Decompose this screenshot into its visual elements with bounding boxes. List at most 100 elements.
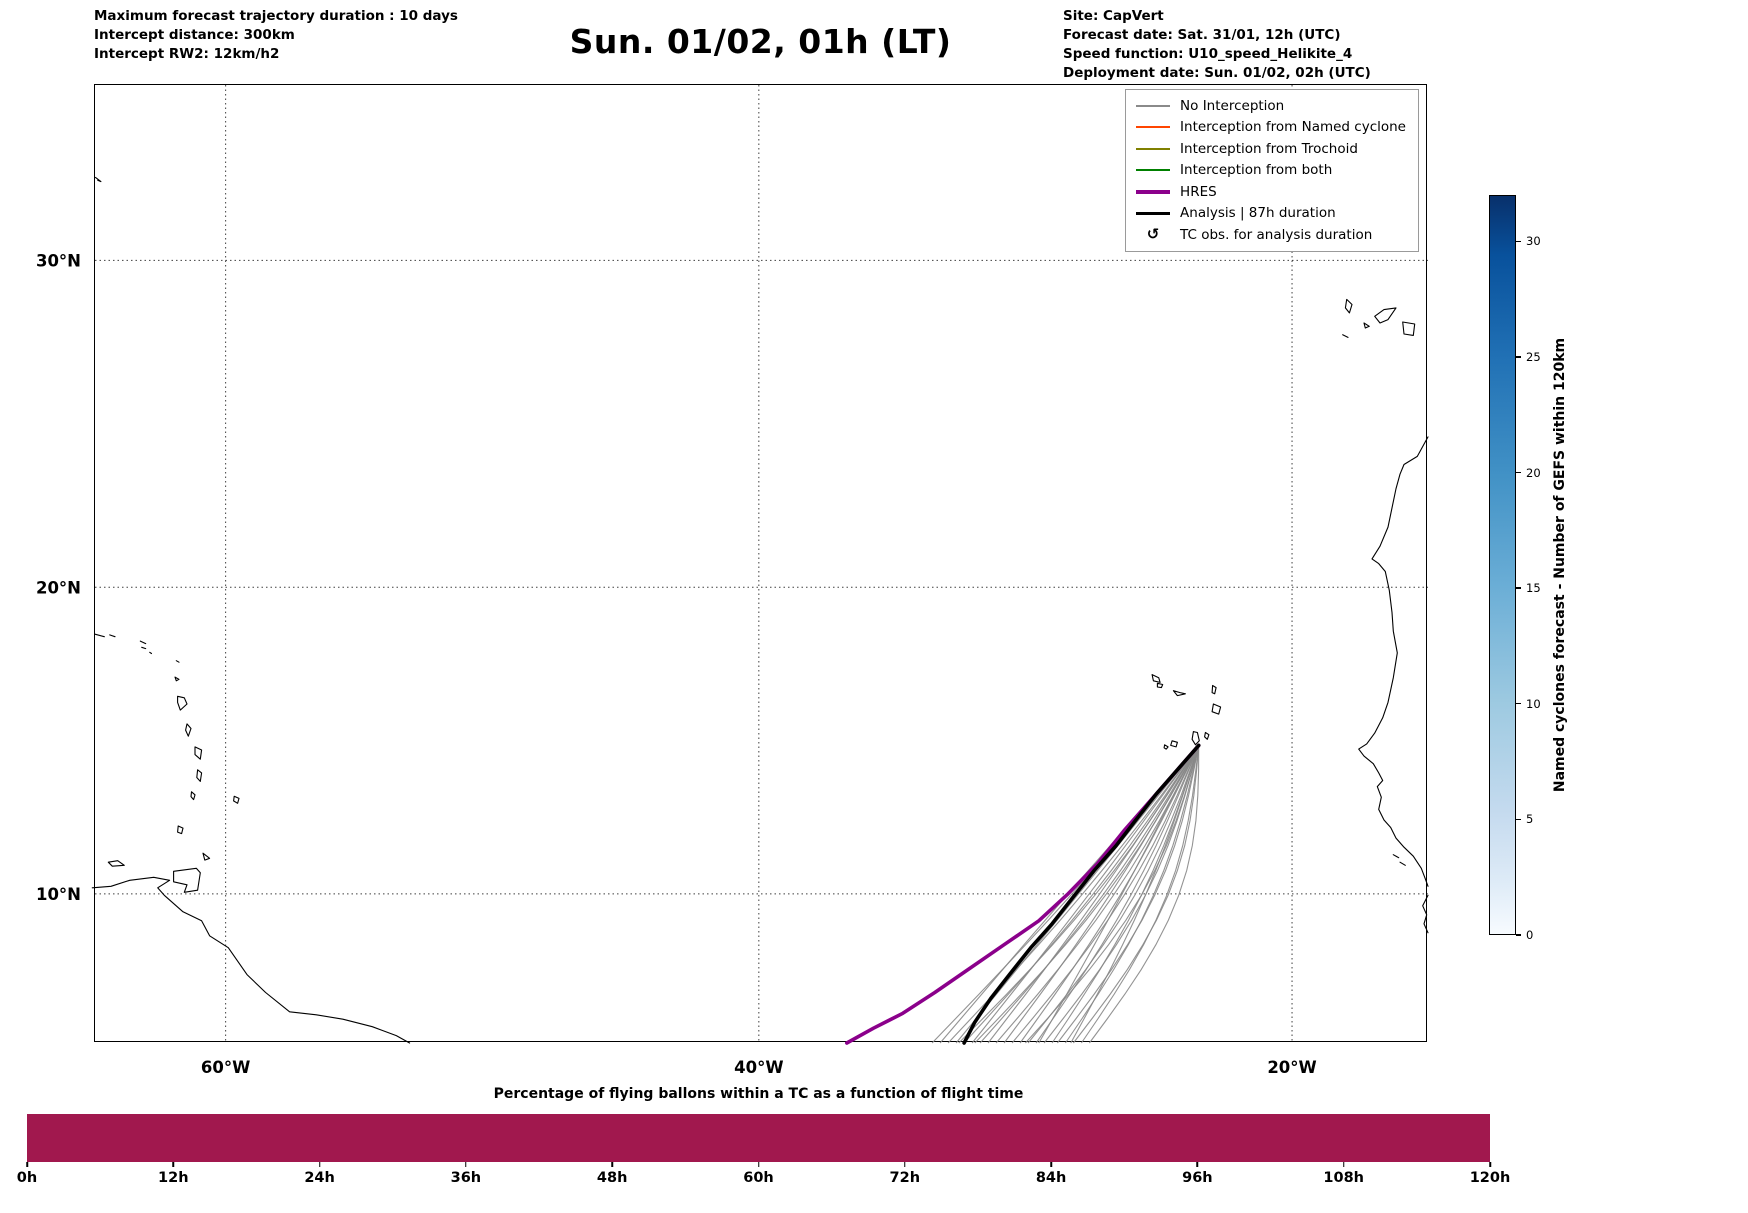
legend-line: [1136, 190, 1171, 194]
legend-line: [1136, 126, 1171, 129]
legend-label: Interception from Trochoid: [1180, 140, 1358, 157]
ensemble-trajectory: [955, 745, 1200, 1044]
legend-line-swatch: [1136, 169, 1171, 172]
map-panel: 60°W 40°W 20°W 30°N 20°N 10°N No Interception…: [36, 84, 1429, 1077]
coastline-path: [1151, 674, 1161, 683]
cyclone-symbol-icon: ↺: [1146, 225, 1160, 244]
intercept-distance-line: Intercept distance: 300km: [94, 27, 295, 43]
coastline-path: [202, 852, 211, 861]
legend-item: ↺ TC obs. for analysis duration: [1136, 224, 1406, 246]
colorbar-tick-label: 0: [1526, 928, 1534, 942]
strip-tick-label: 60h: [743, 1170, 774, 1186]
lat-tick-label: 30°N: [36, 251, 81, 270]
coastline-path: [149, 651, 153, 655]
coastline-path: [141, 646, 147, 650]
ensemble-trajectory: [1019, 745, 1200, 1044]
coastline-path: [107, 860, 125, 867]
coastline-path: [177, 695, 188, 711]
legend-line-swatch: [1136, 126, 1171, 129]
legend-label: Interception from Named cyclone: [1180, 119, 1406, 136]
ensemble-trajectory: [974, 745, 1200, 1044]
forecast-date-line: Forecast date: Sat. 31/01, 12h (UTC): [1063, 27, 1341, 43]
coastline-path: [1163, 744, 1169, 750]
strip-tick-axis: 0h 12h 24h 36h 48h 60h 72h 84h 96h 108h 120h: [17, 1114, 1510, 1209]
ensemble-trajectory: [1011, 745, 1200, 1044]
coastline-path: [94, 176, 102, 183]
coastline-path: [174, 676, 180, 682]
strip-tick-label: 96h: [1182, 1170, 1213, 1186]
lat-tick-label: 10°N: [36, 885, 81, 904]
coastline-path: [194, 746, 203, 760]
legend-line: [1136, 104, 1171, 107]
coastline-path: [1204, 731, 1210, 740]
strip-tick-mark: [172, 1162, 175, 1167]
colorbar-tick-mark: [1516, 934, 1521, 936]
figure-title: Sun. 01/02, 01h (LT): [569, 22, 952, 61]
lon-tick-label: 60°W: [201, 1058, 250, 1077]
strip-tick-label: 0h: [16, 1170, 38, 1186]
ensemble-trajectory: [1024, 745, 1200, 1044]
coastline-path: [1399, 861, 1406, 866]
coastline-path: [139, 640, 147, 645]
colorbar-tick-mark: [1516, 587, 1521, 589]
colorbar-tick-label: 20: [1526, 465, 1541, 480]
colorbar-tick-label: 5: [1526, 812, 1534, 827]
coastline-path: [1392, 854, 1400, 859]
legend-label: Analysis | 87h duration: [1180, 205, 1336, 222]
colorbar-tick-mark: [1516, 471, 1521, 474]
ensemble-trajectory: [979, 745, 1200, 1044]
legend-item: Interception from both: [1136, 160, 1406, 182]
colorbar-gradient: [1489, 195, 1516, 935]
colorbar-tick-label: 30: [1526, 234, 1541, 249]
site-line: Site: CapVert: [1063, 8, 1164, 24]
lat-tick-label: 20°N: [36, 578, 81, 597]
coastline-path: [175, 660, 180, 663]
strip-tick-mark: [757, 1162, 760, 1167]
coastline-path: [1402, 321, 1416, 336]
strip-tick-mark: [1050, 1162, 1052, 1167]
strip-tick-mark: [465, 1162, 467, 1167]
legend-item: Interception from Trochoid: [1136, 138, 1406, 160]
coastline-path: [190, 791, 196, 801]
colorbar-label: Named cyclones forecast - Number of GEFS…: [1552, 337, 1568, 793]
coastline-path: [173, 867, 201, 893]
lon-tick-label: 20°W: [1267, 1058, 1316, 1077]
legend-label: No Interception: [1180, 97, 1285, 114]
ensemble-trajectory: [1064, 745, 1200, 1044]
ensemble-trajectory: [958, 745, 1200, 1044]
tc-obs-icon: ↺: [1136, 227, 1170, 242]
strip-tick-label: 72h: [889, 1170, 921, 1186]
deployment-date-line: Deployment date: Sun. 01/02, 02h (UTC): [1063, 65, 1371, 81]
intercept-rw2-line: Intercept RW2: 12km/h2: [94, 46, 280, 62]
coastline-path: [185, 723, 192, 737]
map-legend: No Interception Interception from Named c…: [1125, 89, 1419, 252]
coastline-path: [1422, 894, 1429, 934]
coastline-path: [1172, 690, 1186, 697]
ensemble-trajectory: [963, 745, 1200, 1044]
legend-line: [1136, 147, 1171, 150]
strip-tick-label: 36h: [450, 1170, 482, 1186]
coastline-path: [1211, 703, 1222, 715]
coastline-path: [1342, 334, 1349, 338]
coastline-path: [1358, 436, 1429, 887]
strip-tick-label: 12h: [158, 1170, 189, 1186]
coastline-path: [196, 769, 203, 782]
strip-tick-label: 48h: [596, 1170, 628, 1186]
ensemble-trajectory: [1072, 745, 1200, 1044]
legend-item: Interception from Named cyclone: [1136, 117, 1406, 139]
coastline-path: [1374, 307, 1397, 324]
strip-tick-label: 84h: [1035, 1170, 1067, 1186]
lon-tick-label: 40°W: [734, 1058, 783, 1077]
legend-item: No Interception: [1136, 95, 1406, 117]
strip-tick-mark: [1342, 1162, 1345, 1167]
coastline-path: [1191, 731, 1200, 746]
speed-function-line: Speed function: U10_speed_Helikite_4: [1063, 46, 1353, 62]
strip-tick-mark: [611, 1162, 613, 1167]
strip-chart-title: Percentage of flying ballons within a TC…: [493, 1086, 1024, 1102]
colorbar-tick-mark: [1516, 356, 1521, 358]
strip-tick-mark: [26, 1162, 28, 1167]
legend-item: Analysis | 87h duration: [1136, 203, 1406, 225]
coastline-path: [109, 634, 116, 638]
ensemble-trajectory: [1080, 745, 1200, 1044]
strip-tick-mark: [1489, 1162, 1491, 1167]
